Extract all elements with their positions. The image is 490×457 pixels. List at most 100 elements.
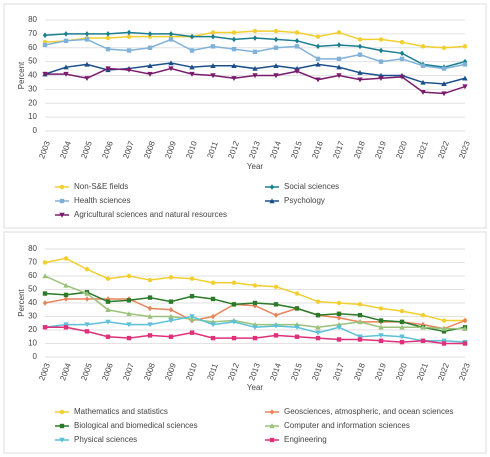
marker bbox=[189, 48, 195, 53]
marker bbox=[168, 318, 174, 324]
marker bbox=[42, 273, 48, 279]
y-tick-label: 20 bbox=[28, 98, 37, 107]
marker bbox=[420, 63, 426, 68]
marker bbox=[294, 291, 300, 296]
marker bbox=[462, 317, 468, 324]
marker bbox=[315, 77, 321, 83]
marker bbox=[336, 56, 342, 62]
legend-label: Psychology bbox=[284, 196, 325, 205]
marker bbox=[273, 323, 279, 329]
marker bbox=[105, 31, 111, 37]
marker bbox=[168, 66, 174, 72]
marker bbox=[294, 334, 300, 339]
marker bbox=[210, 296, 216, 302]
x-tick-label: 2011 bbox=[205, 362, 220, 382]
marker bbox=[378, 338, 384, 343]
marker bbox=[231, 30, 237, 35]
x-tick-label: 2022 bbox=[436, 139, 451, 159]
x-tick-label: 2005 bbox=[79, 361, 94, 381]
marker bbox=[378, 59, 384, 64]
marker bbox=[441, 66, 447, 71]
marker bbox=[378, 318, 384, 323]
marker bbox=[126, 298, 132, 303]
x-tick-label: 2006 bbox=[100, 139, 115, 159]
marker bbox=[315, 335, 321, 341]
x-tick-label: 2023 bbox=[457, 361, 472, 381]
marker bbox=[84, 31, 90, 37]
marker bbox=[84, 76, 90, 81]
marker bbox=[105, 319, 111, 325]
marker bbox=[42, 32, 48, 39]
x-tick-label: 2008 bbox=[142, 139, 157, 159]
marker bbox=[336, 311, 342, 316]
x-tick-label: 2004 bbox=[58, 139, 73, 159]
panel bbox=[3, 3, 487, 229]
x-tick-label: 2009 bbox=[163, 139, 178, 159]
marker bbox=[84, 37, 90, 42]
marker bbox=[252, 28, 258, 34]
x-tick-label: 2005 bbox=[79, 139, 94, 159]
y-tick-label: 40 bbox=[28, 298, 37, 307]
y-tick-label: 60 bbox=[28, 43, 37, 52]
marker bbox=[42, 291, 48, 296]
marker bbox=[273, 28, 279, 34]
x-tick-label: 2021 bbox=[415, 361, 430, 381]
marker bbox=[231, 36, 237, 43]
marker bbox=[269, 184, 275, 190]
marker bbox=[315, 299, 321, 304]
marker bbox=[168, 313, 174, 319]
marker bbox=[42, 71, 48, 77]
marker bbox=[252, 325, 258, 330]
marker bbox=[63, 296, 69, 302]
marker bbox=[336, 42, 342, 48]
x-tick-label: 2022 bbox=[436, 361, 451, 381]
marker bbox=[105, 334, 111, 339]
marker bbox=[294, 38, 300, 44]
marker bbox=[273, 45, 279, 50]
x-tick-label: 2010 bbox=[184, 139, 199, 159]
marker bbox=[105, 276, 111, 281]
marker bbox=[273, 302, 279, 307]
marker bbox=[357, 319, 363, 325]
marker bbox=[63, 282, 69, 288]
marker bbox=[462, 44, 468, 49]
marker bbox=[441, 341, 447, 346]
x-tick-label: 2013 bbox=[247, 361, 262, 381]
marker bbox=[252, 35, 258, 41]
marker bbox=[357, 312, 363, 318]
marker bbox=[357, 70, 363, 75]
marker bbox=[210, 335, 216, 341]
marker bbox=[420, 338, 426, 343]
marker bbox=[357, 52, 363, 57]
x-tick-label: 2014 bbox=[268, 361, 283, 381]
marker bbox=[189, 314, 195, 320]
y-tick-label: 40 bbox=[28, 71, 37, 80]
marker bbox=[63, 292, 69, 298]
marker bbox=[273, 312, 279, 318]
marker bbox=[189, 276, 195, 281]
marker bbox=[399, 50, 405, 57]
marker bbox=[63, 256, 69, 261]
marker bbox=[252, 73, 258, 79]
marker bbox=[147, 71, 153, 77]
legend-label: Mathematics and statistics bbox=[74, 407, 168, 416]
marker bbox=[147, 295, 153, 300]
marker bbox=[441, 338, 447, 344]
x-tick-label: 2010 bbox=[184, 361, 199, 381]
x-tick-label: 2020 bbox=[394, 361, 409, 381]
marker bbox=[252, 65, 258, 71]
marker bbox=[168, 299, 174, 304]
marker bbox=[336, 64, 342, 70]
marker bbox=[231, 319, 237, 325]
marker bbox=[231, 76, 237, 81]
x-tick-label: 2007 bbox=[121, 139, 136, 159]
marker bbox=[273, 63, 279, 68]
marker bbox=[357, 37, 363, 42]
marker bbox=[441, 325, 447, 331]
marker bbox=[269, 423, 275, 429]
marker bbox=[105, 307, 111, 312]
x-tick-label: 2016 bbox=[310, 361, 325, 381]
marker bbox=[269, 198, 275, 204]
marker bbox=[147, 322, 153, 328]
marker bbox=[378, 324, 384, 330]
